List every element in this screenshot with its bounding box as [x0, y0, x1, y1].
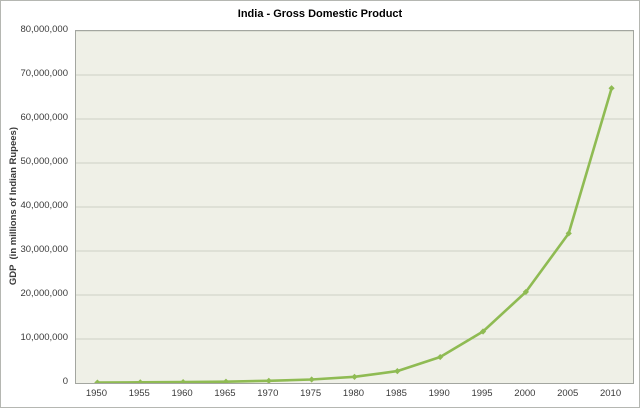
x-tick-label: 1990 — [428, 388, 450, 399]
x-tick-label: 1985 — [385, 388, 407, 399]
data-point-marker — [308, 376, 315, 383]
x-tick-label: 2005 — [557, 388, 579, 399]
data-point-marker — [565, 230, 572, 237]
x-tick-label: 2000 — [514, 388, 536, 399]
plot-area — [75, 30, 634, 384]
y-tick-label: 50,000,000 — [20, 156, 68, 167]
x-tick-label: 1975 — [300, 388, 322, 399]
data-point-marker — [479, 328, 487, 335]
y-tick-label: 10,000,000 — [20, 332, 68, 343]
y-tick-label: 40,000,000 — [20, 200, 68, 211]
data-point-marker — [137, 379, 144, 383]
chart-title: India - Gross Domestic Product — [237, 8, 403, 20]
x-tick-label: 1960 — [171, 388, 193, 399]
y-tick-label: 70,000,000 — [20, 68, 68, 79]
y-tick-label: 30,000,000 — [20, 244, 68, 255]
data-point-marker — [394, 368, 401, 375]
data-point-marker — [180, 379, 187, 383]
data-point-marker — [351, 373, 358, 380]
x-tick-label: 1965 — [214, 388, 236, 399]
data-point-marker — [94, 379, 101, 383]
x-tick-label: 1995 — [471, 388, 493, 399]
x-tick-label: 1955 — [128, 388, 150, 399]
data-point-marker — [222, 378, 230, 383]
data-point-marker — [608, 85, 615, 92]
x-tick-label: 1980 — [342, 388, 365, 399]
gdp-line — [96, 86, 613, 383]
data-point-marker — [437, 353, 444, 361]
x-tick-label: 2010 — [599, 388, 622, 399]
x-tick-label: 1970 — [257, 388, 279, 399]
gdp-line-plot — [76, 31, 633, 383]
x-tick-label: 1950 — [85, 388, 107, 399]
data-point-marker — [265, 377, 272, 383]
y-tick-label: 0 — [62, 376, 68, 387]
y-tick-label: 20,000,000 — [20, 288, 68, 299]
data-point-marker — [522, 288, 529, 296]
y-tick-label: 80,000,000 — [20, 24, 68, 35]
y-tick-label: 60,000,000 — [20, 112, 68, 123]
